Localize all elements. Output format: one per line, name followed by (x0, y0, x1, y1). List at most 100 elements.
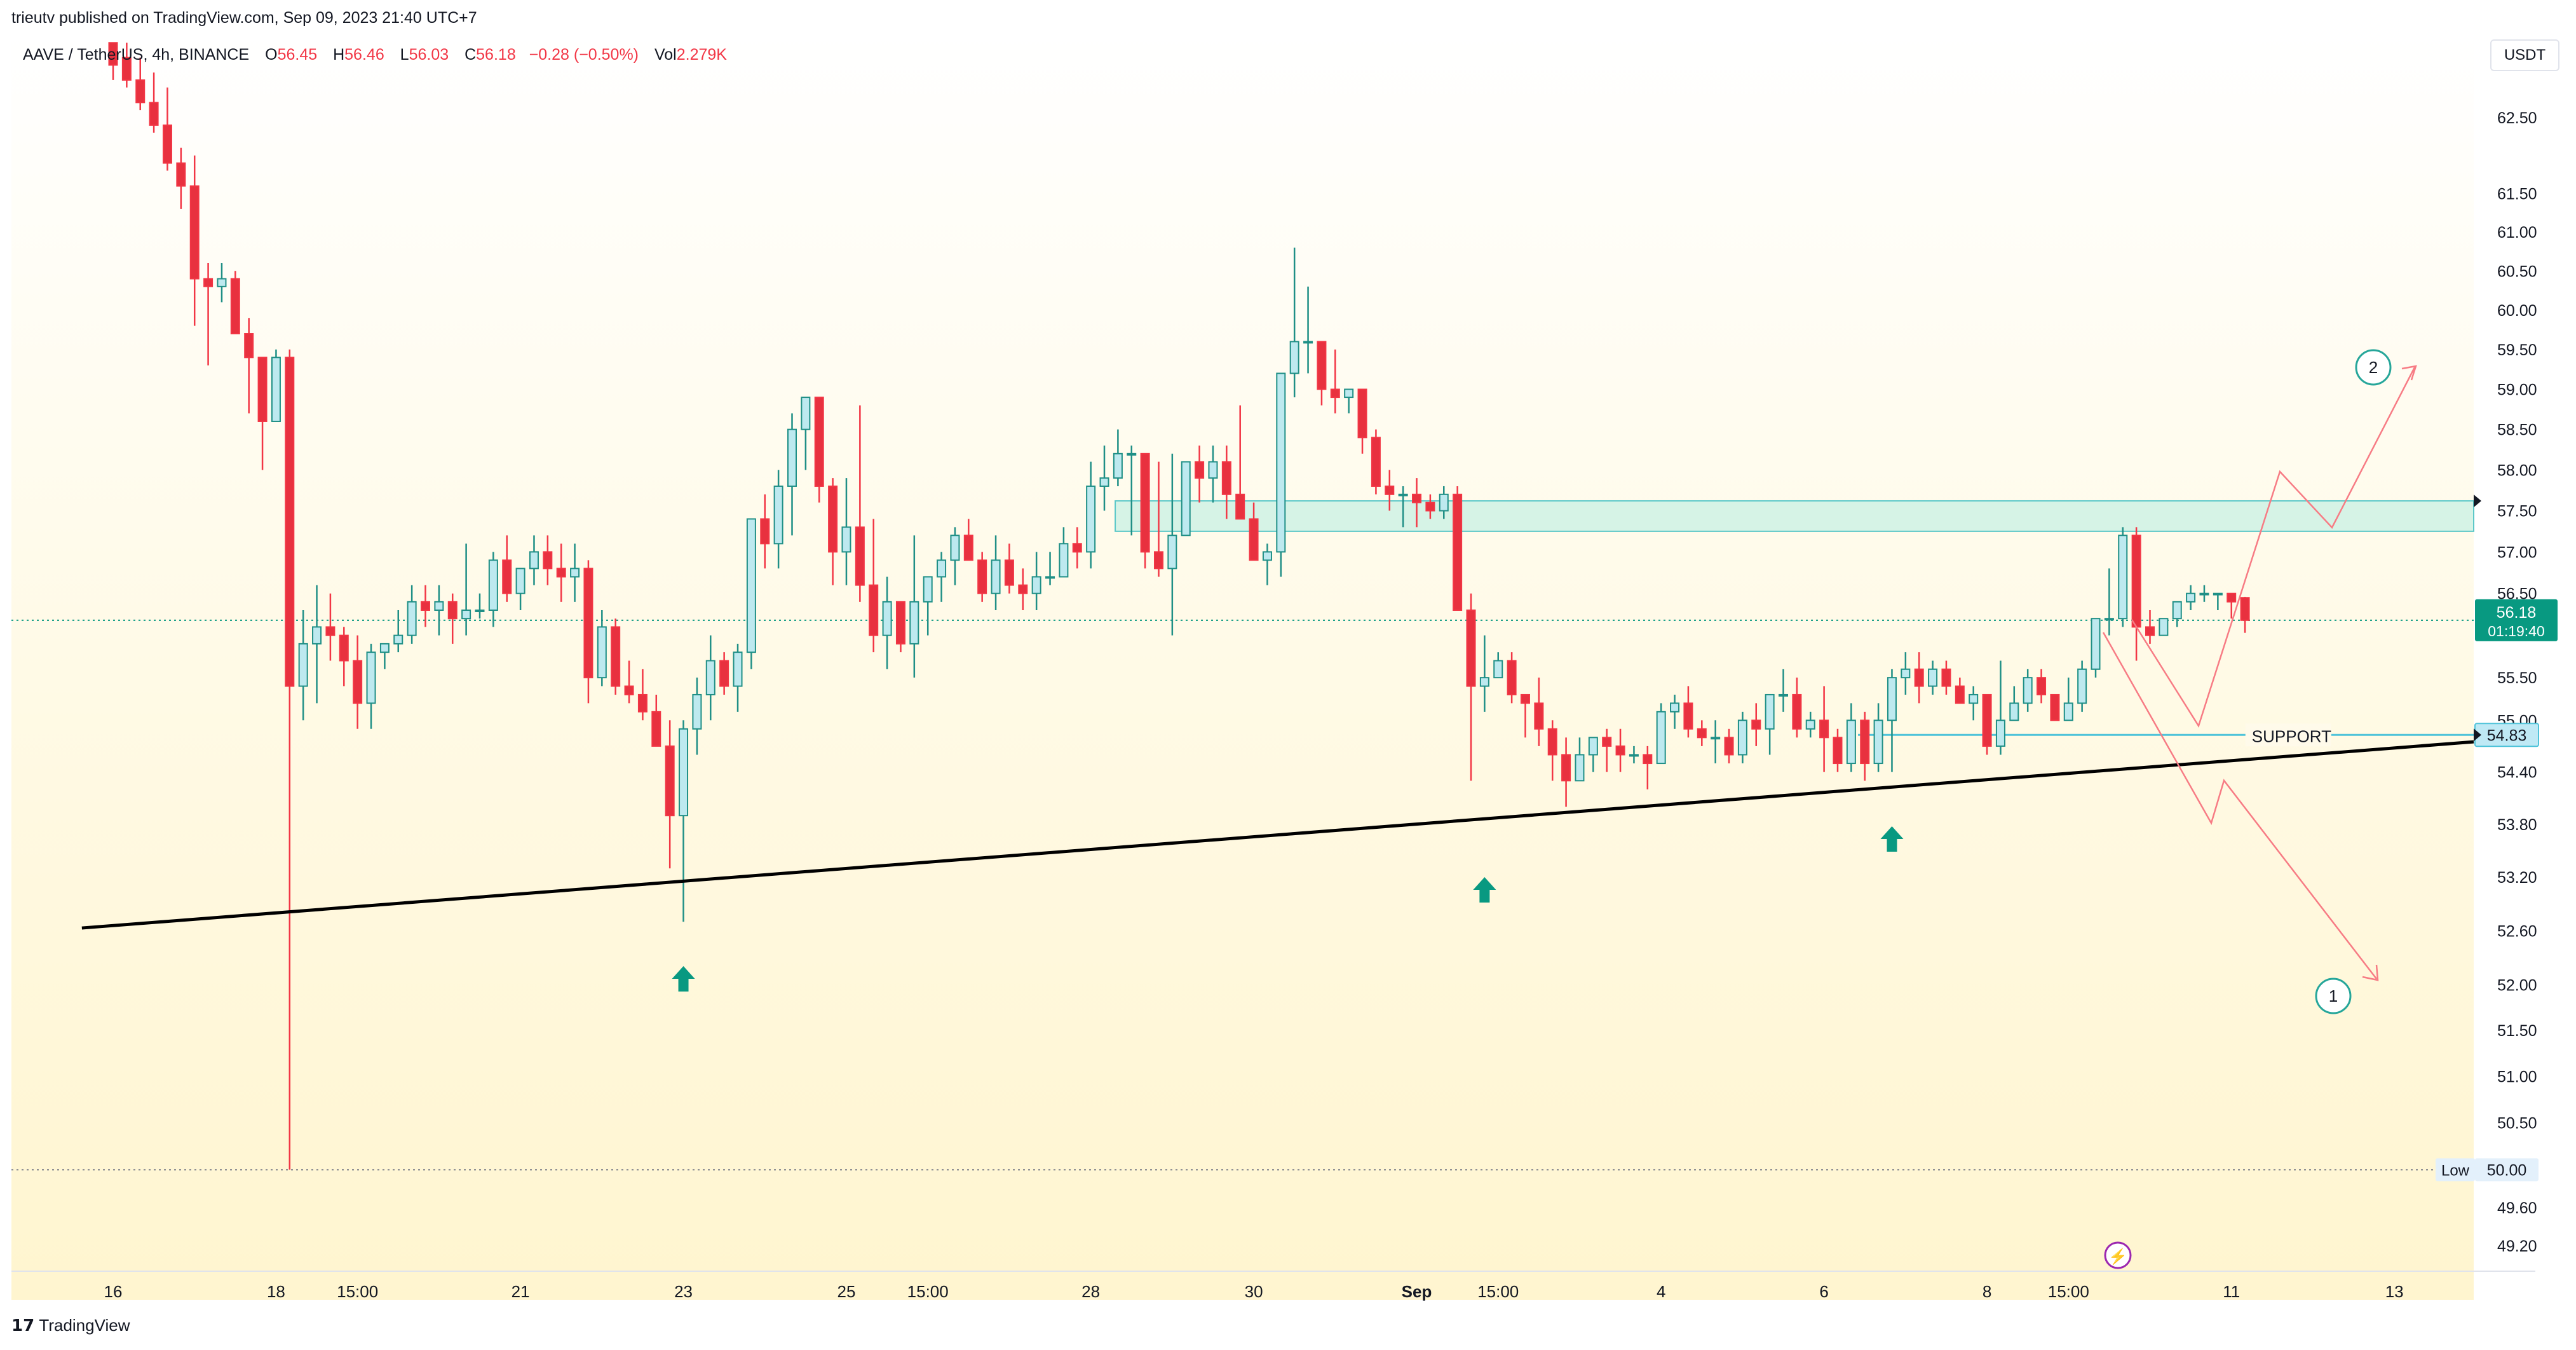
candle (1643, 746, 1653, 790)
x-tick-label: 4 (1657, 1282, 1665, 1301)
candle (679, 720, 689, 922)
candle-body (515, 568, 525, 594)
candle-body (2077, 668, 2087, 704)
candle (108, 42, 118, 80)
candle (149, 72, 159, 133)
candle (2050, 693, 2060, 721)
candle (2037, 669, 2047, 704)
y-tick-label: 57.00 (2497, 543, 2537, 561)
candle-body (1901, 668, 1911, 679)
candle-body (1860, 719, 1870, 765)
candle-body (339, 634, 349, 662)
y-tick-label: 58.00 (2497, 461, 2537, 479)
candle-body (502, 559, 512, 594)
currency-selector[interactable]: USDT (2490, 39, 2559, 71)
candle (570, 543, 580, 602)
candle (434, 585, 444, 636)
candle (746, 518, 756, 669)
candle-body (1724, 737, 1734, 756)
candle (379, 643, 390, 669)
candle-body (1887, 677, 1897, 721)
candle-body (1928, 668, 1938, 687)
candle-body (1982, 693, 1992, 747)
volume-label: Vol (654, 46, 677, 64)
candle (230, 271, 240, 335)
current-price-label: 56.18 (2497, 604, 2537, 622)
candle (2159, 618, 2169, 636)
candle (1208, 446, 1218, 503)
y-tick-label: 51.00 (2497, 1068, 2537, 1086)
candle-body (923, 576, 933, 603)
candle-body (2199, 592, 2209, 596)
symbol-name[interactable]: AAVE / TetherUS, 4h, BINANCE (23, 46, 250, 64)
footer-brand[interactable]: 𝟭𝟳 TradingView (11, 1316, 130, 1335)
candle-body (162, 124, 172, 164)
candle-body (869, 584, 879, 636)
candle (841, 478, 851, 585)
candle-body (1425, 501, 1435, 512)
candle (1059, 527, 1069, 578)
candle (298, 610, 308, 721)
candle (203, 263, 214, 365)
candle-body (298, 643, 308, 687)
symbol-legend: AAVE / TetherUS, 4h, BINANCE O56.45 H56.… (23, 46, 727, 64)
candle-body (1398, 493, 1408, 496)
candle (923, 576, 933, 636)
scenario-circle (2315, 978, 2352, 1014)
candle (1697, 720, 1707, 746)
candle-body (773, 485, 783, 545)
candle (2145, 610, 2155, 644)
candle-body (285, 357, 295, 687)
candle-body (244, 333, 254, 358)
candle-body (963, 535, 973, 561)
candle-body (1914, 668, 1924, 687)
candle-body (488, 559, 498, 611)
candle (1235, 405, 1245, 520)
y-tick-label: 58.50 (2497, 421, 2537, 439)
support-price-label: 54.83 (2487, 726, 2527, 744)
x-tick-label: 8 (1983, 1282, 1991, 1301)
svg-text:⚡: ⚡ (2108, 1248, 2127, 1265)
candle-body (1765, 693, 1775, 730)
candle-body (176, 162, 186, 187)
candle-body (624, 685, 634, 695)
candle-body (149, 102, 159, 126)
candle-body (325, 626, 336, 636)
candle (217, 263, 227, 303)
close-label: C (464, 46, 477, 64)
candle (2131, 527, 2141, 661)
event-lightning-icon[interactable]: ⚡ (2104, 1241, 2132, 1269)
candle (1683, 686, 1693, 738)
candle-body (1615, 745, 1625, 756)
candle-body (814, 397, 824, 487)
candle-body (2118, 535, 2128, 620)
candle (285, 349, 295, 1170)
candle-body (991, 559, 1001, 594)
candle (1018, 568, 1028, 611)
candle (271, 349, 281, 422)
tradingview-logo-icon: 𝟭𝟳 (11, 1316, 39, 1335)
change-value: −0.28 (−0.50%) (529, 46, 639, 64)
candle (502, 535, 512, 602)
chart-area[interactable] (11, 33, 2474, 1300)
candle (1711, 720, 1721, 764)
candle (176, 147, 186, 209)
candle (1737, 711, 1747, 764)
candle (543, 535, 553, 585)
x-tick-label: 21 (512, 1282, 530, 1301)
candle (1995, 660, 2005, 755)
candle (189, 155, 200, 326)
candle (1453, 486, 1463, 611)
candle (2186, 585, 2196, 611)
x-tick-label: 23 (674, 1282, 693, 1301)
x-tick-label: 11 (2223, 1282, 2240, 1301)
candle (801, 397, 811, 470)
scenario-marker-1[interactable]: 1 (2315, 978, 2352, 1014)
candle-body (1262, 551, 1272, 561)
candle-body (719, 660, 729, 687)
candle-body (570, 568, 580, 578)
candle (2077, 660, 2087, 712)
candle (393, 610, 403, 653)
scenario-marker-2[interactable]: 2 (2355, 349, 2392, 386)
